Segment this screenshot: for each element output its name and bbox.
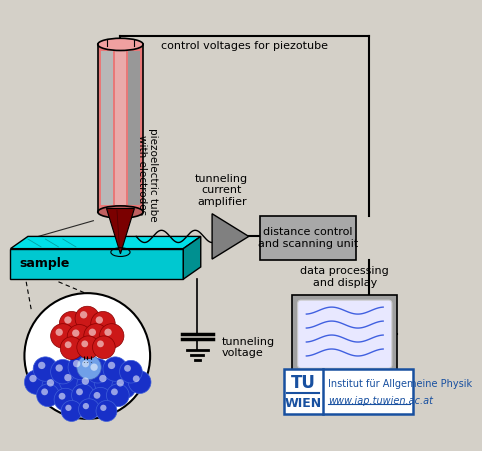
- Text: www.iap.tuwien.ac.at: www.iap.tuwien.ac.at: [328, 396, 433, 406]
- Circle shape: [37, 384, 59, 407]
- Circle shape: [82, 360, 89, 367]
- Circle shape: [61, 400, 82, 421]
- Circle shape: [80, 311, 87, 318]
- Circle shape: [71, 384, 94, 407]
- Circle shape: [95, 316, 103, 324]
- Polygon shape: [183, 236, 201, 279]
- Text: Institut für Allgemeine Physik: Institut für Allgemeine Physik: [328, 378, 472, 389]
- Circle shape: [38, 362, 45, 369]
- Circle shape: [81, 341, 88, 347]
- Circle shape: [42, 374, 67, 399]
- Circle shape: [25, 370, 49, 394]
- Circle shape: [72, 329, 80, 337]
- Circle shape: [64, 374, 71, 381]
- Circle shape: [81, 377, 89, 385]
- Circle shape: [55, 364, 63, 372]
- Circle shape: [59, 393, 66, 400]
- Circle shape: [41, 388, 48, 395]
- Bar: [98, 44, 143, 212]
- Text: TU: TU: [291, 374, 316, 392]
- Circle shape: [89, 329, 96, 336]
- Circle shape: [107, 384, 129, 407]
- Text: distance control
and scanning unit: distance control and scanning unit: [258, 227, 358, 249]
- Circle shape: [128, 371, 151, 394]
- Circle shape: [133, 375, 140, 382]
- Text: data processing
and display: data processing and display: [300, 266, 389, 288]
- Circle shape: [59, 312, 84, 336]
- Bar: [293, 295, 397, 373]
- Bar: [284, 369, 413, 414]
- Circle shape: [112, 374, 136, 399]
- Circle shape: [77, 336, 99, 359]
- Circle shape: [54, 388, 77, 411]
- Circle shape: [79, 399, 99, 420]
- Bar: [128, 51, 140, 205]
- Circle shape: [124, 365, 131, 372]
- Circle shape: [103, 357, 127, 381]
- Circle shape: [64, 316, 71, 324]
- Circle shape: [77, 355, 101, 380]
- Circle shape: [65, 341, 71, 348]
- Circle shape: [47, 379, 54, 387]
- Circle shape: [91, 364, 98, 371]
- Circle shape: [97, 341, 104, 347]
- Circle shape: [108, 362, 115, 369]
- Circle shape: [83, 403, 89, 409]
- Circle shape: [99, 375, 107, 382]
- Bar: [260, 216, 356, 260]
- Circle shape: [55, 329, 63, 336]
- Circle shape: [117, 379, 124, 387]
- FancyBboxPatch shape: [297, 300, 392, 368]
- Circle shape: [51, 359, 75, 384]
- Polygon shape: [11, 249, 183, 279]
- Text: tip: tip: [90, 236, 105, 246]
- Circle shape: [75, 306, 99, 331]
- Circle shape: [100, 405, 107, 411]
- Polygon shape: [107, 208, 134, 254]
- Circle shape: [120, 360, 142, 383]
- Circle shape: [96, 400, 117, 421]
- Circle shape: [73, 360, 80, 367]
- Bar: [115, 51, 126, 205]
- Ellipse shape: [98, 38, 143, 51]
- Circle shape: [33, 357, 58, 381]
- Polygon shape: [212, 214, 249, 259]
- Circle shape: [105, 329, 112, 336]
- Circle shape: [93, 336, 115, 359]
- Circle shape: [77, 373, 101, 397]
- Text: sample: sample: [19, 258, 69, 271]
- Circle shape: [25, 293, 150, 419]
- Text: tunneling
voltage: tunneling voltage: [222, 337, 275, 359]
- Circle shape: [76, 388, 83, 395]
- Text: piezoelectric tube
with electrodes: piezoelectric tube with electrodes: [137, 128, 158, 222]
- Circle shape: [29, 375, 37, 382]
- Circle shape: [91, 312, 115, 336]
- Circle shape: [59, 369, 84, 394]
- Circle shape: [60, 337, 83, 359]
- Circle shape: [94, 370, 119, 394]
- Ellipse shape: [98, 206, 143, 218]
- Circle shape: [68, 355, 93, 380]
- Circle shape: [85, 359, 110, 383]
- Circle shape: [94, 392, 100, 399]
- Text: tunneling
current
amplifier: tunneling current amplifier: [195, 174, 248, 207]
- Polygon shape: [11, 236, 201, 249]
- Bar: [101, 51, 113, 205]
- Circle shape: [65, 405, 71, 411]
- Text: control voltages for piezotube: control voltages for piezotube: [161, 41, 328, 51]
- Circle shape: [89, 387, 112, 410]
- Circle shape: [84, 324, 108, 348]
- Circle shape: [99, 324, 124, 348]
- Circle shape: [111, 388, 118, 395]
- Text: WIEN: WIEN: [285, 396, 322, 410]
- Circle shape: [51, 324, 75, 348]
- Circle shape: [67, 325, 92, 349]
